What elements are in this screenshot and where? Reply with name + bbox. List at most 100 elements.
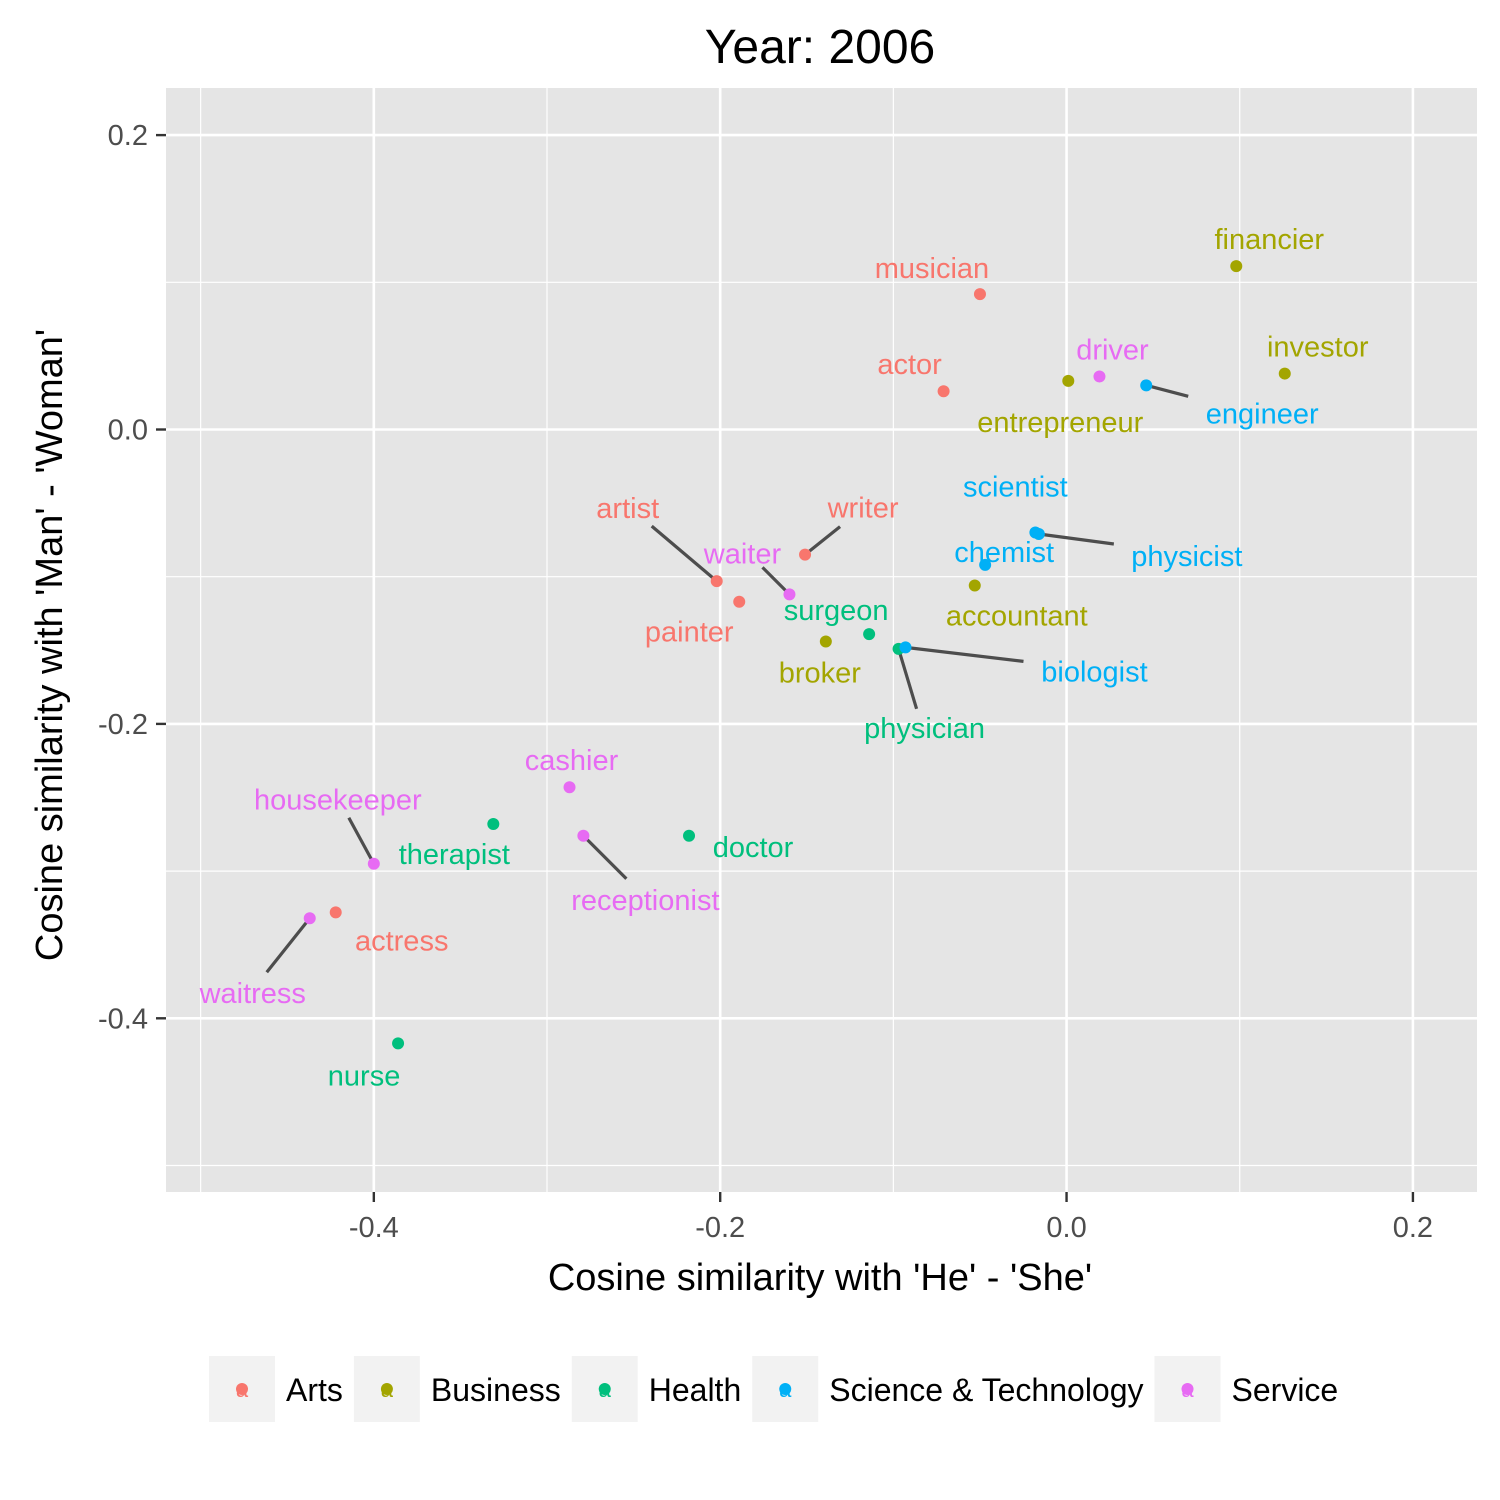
data-points xyxy=(303,260,1291,1050)
y-tick-labels: -0.4 -0.2 0.0 0.2 xyxy=(98,120,148,1035)
legend-key-point xyxy=(598,1383,611,1395)
point-label-writer: writer xyxy=(827,493,899,525)
legend-item-arts: a Arts xyxy=(209,1356,343,1422)
legend-label: Arts xyxy=(286,1372,343,1408)
legend-key-point xyxy=(236,1383,248,1395)
grid-major xyxy=(166,88,1477,1192)
point-label-waiter: waiter xyxy=(703,538,782,570)
point-nurse xyxy=(392,1037,405,1050)
point-label-receptionist: receptionist xyxy=(571,885,719,917)
legend-key-glyph: a xyxy=(1181,1377,1194,1402)
point-surgeon xyxy=(863,628,876,641)
x-tick-label: 0.0 xyxy=(1046,1212,1086,1244)
point-label-painter: painter xyxy=(645,617,734,649)
label-connector-receptionist xyxy=(582,834,628,880)
legend-item-health: a Health xyxy=(571,1356,742,1422)
axis-ticks xyxy=(156,133,1415,1202)
point-housekeeper xyxy=(367,857,380,870)
legend: a Arts a Business a Health a Science & Technolo… xyxy=(209,1356,1338,1422)
legend-key-point xyxy=(779,1383,792,1395)
label-connectors xyxy=(265,383,1189,974)
point-actor xyxy=(937,385,950,398)
legend-key-point xyxy=(380,1383,393,1395)
point-investor xyxy=(1278,367,1291,380)
point-writer xyxy=(799,548,812,561)
legend-key-point xyxy=(1181,1383,1194,1395)
legend-key-glyph: a xyxy=(599,1377,612,1402)
x-tick-label: -0.2 xyxy=(695,1212,745,1244)
legend-label: Health xyxy=(649,1372,742,1408)
label-connector-engineer xyxy=(1145,383,1189,398)
point-label-waitress: waitress xyxy=(199,978,306,1010)
point-engineer xyxy=(1140,379,1153,392)
point-financier xyxy=(1230,260,1243,273)
y-tick-label: -0.2 xyxy=(98,709,148,741)
legend-label: Business xyxy=(431,1372,561,1408)
legend-item-business: a Business xyxy=(353,1356,561,1422)
point-waiter xyxy=(783,588,796,601)
legend-label: Science & Technology xyxy=(829,1372,1143,1408)
point-broker xyxy=(819,635,832,648)
label-connector-waiter xyxy=(761,566,791,596)
point-label-scientist: scientist xyxy=(963,472,1068,504)
y-tick-label: 0.2 xyxy=(108,120,148,152)
point-label-surgeon: surgeon xyxy=(784,595,889,627)
label-connector-physicist xyxy=(1038,532,1115,546)
point-cashier xyxy=(563,781,576,794)
y-tick-label: -0.4 xyxy=(98,1003,148,1035)
point-label-doctor: doctor xyxy=(713,832,794,864)
point-label-accountant: accountant xyxy=(946,601,1088,633)
legend-key-glyph: a xyxy=(236,1377,249,1402)
point-label-housekeeper: housekeeper xyxy=(254,785,422,817)
label-connector-biologist xyxy=(905,645,1024,663)
y-tick-label: 0.0 xyxy=(108,415,148,447)
point-label-actress: actress xyxy=(355,925,448,957)
point-entrepreneur xyxy=(1062,374,1075,387)
point-receptionist xyxy=(577,829,590,842)
point-label-financier: financier xyxy=(1214,224,1324,256)
point-label-therapist: therapist xyxy=(399,839,510,871)
point-biologist xyxy=(899,641,912,654)
point-painter xyxy=(733,595,746,608)
x-axis-title: Cosine similarity with 'He' - 'She' xyxy=(548,1257,1092,1299)
point-label-entrepreneur: entrepreneur xyxy=(977,407,1143,439)
point-label-nurse: nurse xyxy=(328,1060,401,1092)
label-connector-waitress xyxy=(265,917,311,974)
legend-label: Service xyxy=(1232,1372,1339,1408)
chart-title: Year: 2006 xyxy=(705,21,935,74)
point-accountant xyxy=(968,579,981,592)
point-doctor xyxy=(683,829,696,842)
point-label-investor: investor xyxy=(1267,332,1369,364)
point-driver xyxy=(1093,370,1106,383)
point-label-engineer: engineer xyxy=(1206,398,1319,430)
point-labels: musician actor artist writer painter actress f… xyxy=(199,224,1369,1092)
point-label-biologist: biologist xyxy=(1041,656,1147,688)
point-actress xyxy=(329,906,342,919)
point-label-musician: musician xyxy=(875,253,989,285)
point-label-broker: broker xyxy=(779,657,862,689)
point-therapist xyxy=(487,818,500,830)
legend-key-glyph: a xyxy=(381,1377,394,1402)
point-label-physician: physician xyxy=(864,713,985,745)
label-connector-artist xyxy=(650,524,718,583)
point-artist xyxy=(710,575,723,588)
point-physicist xyxy=(1032,528,1045,541)
label-connector-physician xyxy=(897,648,919,710)
label-connector-housekeeper xyxy=(347,816,376,865)
point-musician xyxy=(973,288,986,301)
x-tick-labels: -0.4 -0.2 0.0 0.2 xyxy=(349,1212,1433,1244)
x-tick-label: -0.4 xyxy=(349,1212,399,1244)
point-label-driver: driver xyxy=(1076,335,1149,367)
grid-minor xyxy=(166,88,1477,1192)
point-chemist xyxy=(979,558,992,571)
point-label-chemist: chemist xyxy=(954,537,1054,569)
x-tick-label: 0.2 xyxy=(1393,1212,1433,1244)
legend-key-glyph: a xyxy=(779,1377,792,1402)
label-connector-writer xyxy=(804,525,842,556)
point-label-artist: artist xyxy=(596,493,659,525)
legend-item-science-technology: a Science & Technology xyxy=(752,1356,1144,1422)
legend-item-service: a Service xyxy=(1154,1356,1339,1422)
point-label-cashier: cashier xyxy=(525,745,619,777)
point-label-actor: actor xyxy=(877,349,942,381)
